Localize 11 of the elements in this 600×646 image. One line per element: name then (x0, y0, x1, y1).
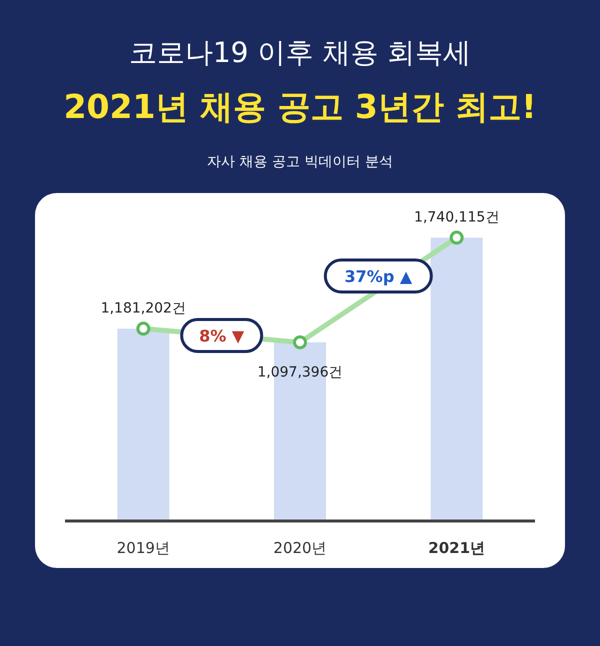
x-tick-label: 2021년 (428, 539, 486, 557)
chart-title: 코로나19 이후 채용 회복세 (128, 36, 472, 69)
text: 자사 채용 공고 빅데이터 분석 (207, 154, 393, 170)
data-label: 1,097,396건 (257, 364, 343, 380)
x-tick-label: 2019년 (116, 539, 170, 557)
data-label: 1,740,115건 (414, 210, 500, 226)
annotation: 8% ▼ (199, 326, 245, 346)
data-label: 1,181,202건 (100, 300, 186, 317)
annotation: 37%p ▲ (344, 266, 413, 286)
x-tick-label: 2020년 (273, 539, 327, 557)
chart-subtitle: 2021년 채용 공고 3년간 최고! (64, 87, 536, 126)
